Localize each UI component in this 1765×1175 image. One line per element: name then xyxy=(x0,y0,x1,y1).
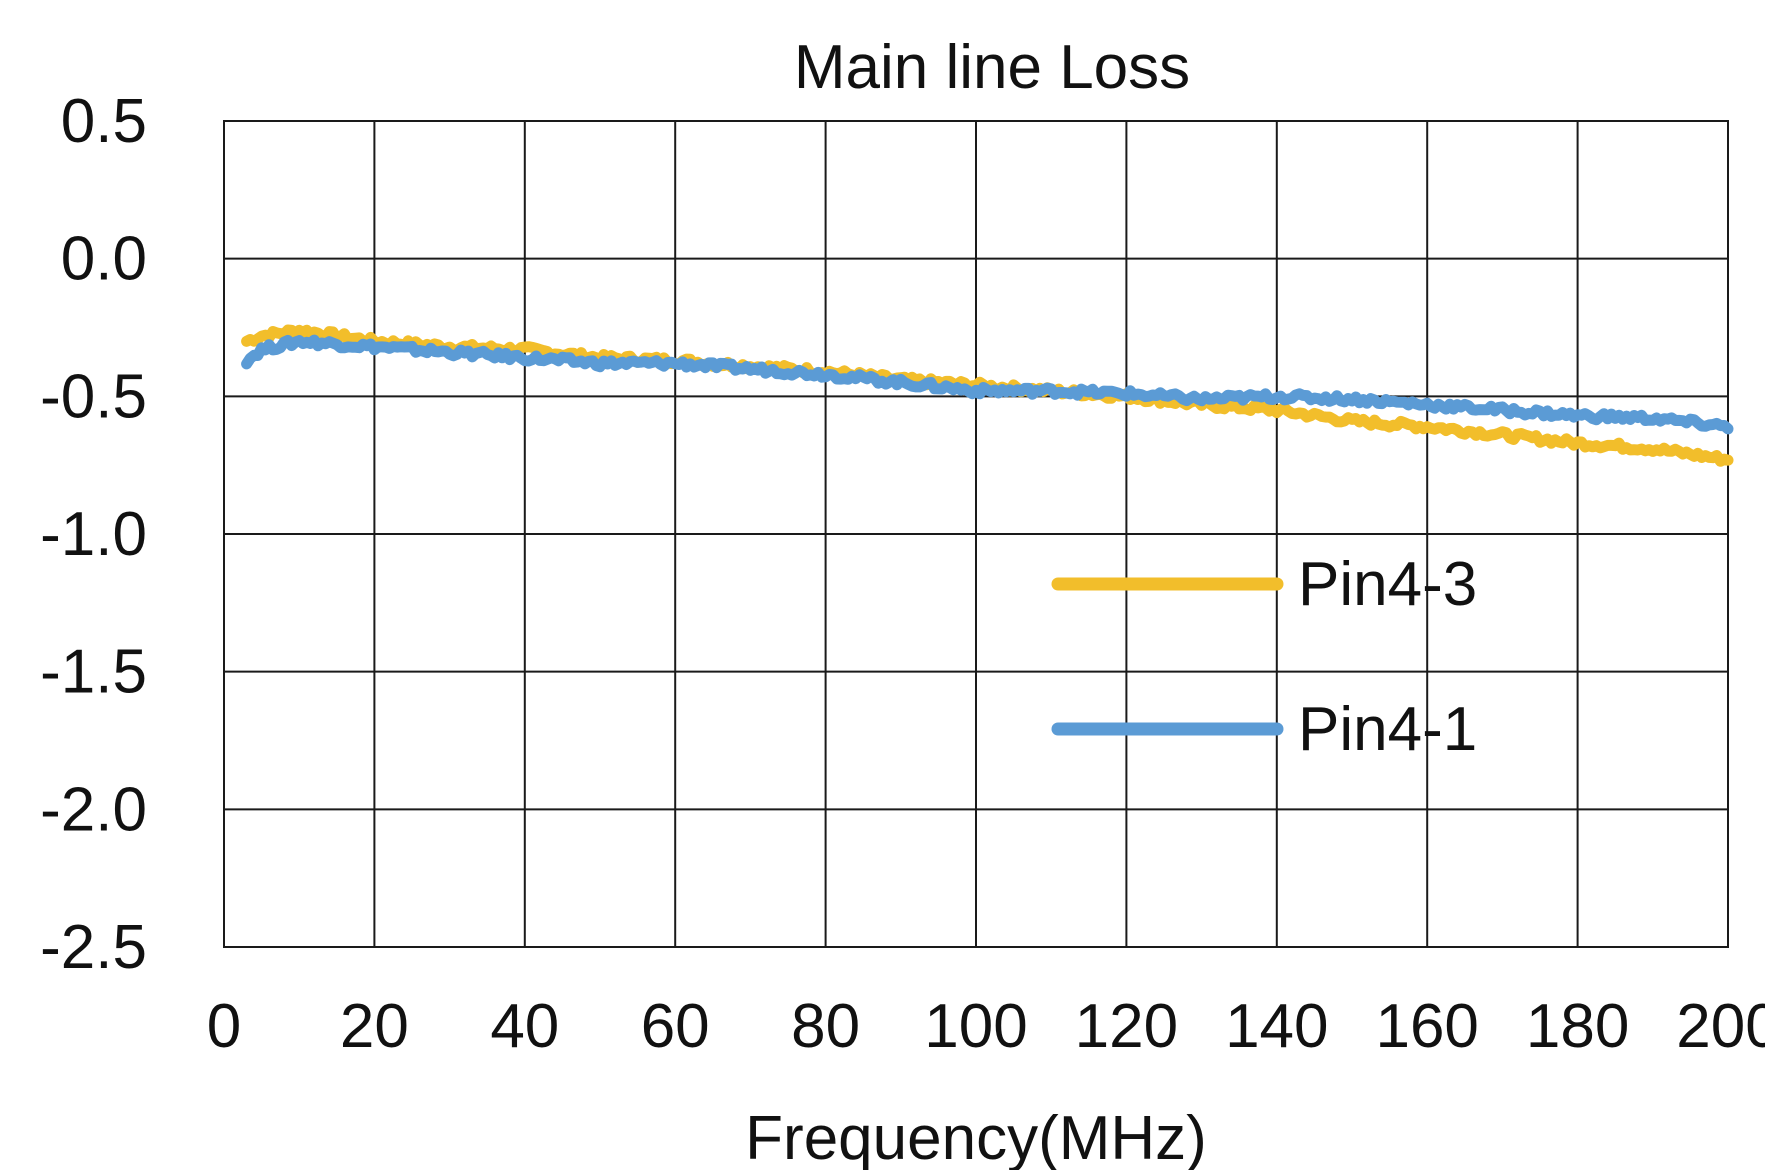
x-tick-label-2: 40 xyxy=(490,992,559,1061)
legend: Pin4-3 Pin4-1 xyxy=(1051,550,1477,764)
x-tick-label-7: 140 xyxy=(1225,992,1328,1061)
x-tick-label-5: 100 xyxy=(924,992,1027,1061)
y-tick-label-6: -2.5 xyxy=(40,913,147,982)
x-tick-label-8: 160 xyxy=(1375,992,1478,1061)
y-tick-label-4: -1.5 xyxy=(40,638,147,707)
y-tick-label-0: 0.5 xyxy=(61,87,147,156)
chart-title: Main line Loss xyxy=(794,33,1190,102)
x-tick-label-0: 0 xyxy=(207,992,241,1061)
x-axis-label: Frequency(MHz) xyxy=(745,1104,1207,1170)
y-tick-label-5: -2.0 xyxy=(40,775,147,844)
y-tick-label-3: -1.0 xyxy=(40,500,147,569)
plot-area-border xyxy=(223,120,1729,948)
x-axis-ticks: 0 20 40 60 80 100 120 140 160 180 200 xyxy=(207,992,1765,1061)
series-line-pin4-1 xyxy=(241,334,1734,435)
x-tick-label-4: 80 xyxy=(791,992,860,1061)
legend-label-0: Pin4-3 xyxy=(1298,550,1477,619)
x-tick-label-6: 120 xyxy=(1075,992,1178,1061)
y-axis-ticks: 0.5 0.0 -0.5 -1.0 -1.5 -2.0 -2.5 xyxy=(40,87,147,982)
legend-label-1: Pin4-1 xyxy=(1298,695,1477,764)
y-tick-label-1: 0.0 xyxy=(61,225,147,294)
x-tick-label-10: 200 xyxy=(1676,992,1765,1061)
x-tick-label-3: 60 xyxy=(641,992,710,1061)
x-tick-label-9: 180 xyxy=(1526,992,1629,1061)
x-tick-label-1: 20 xyxy=(340,992,409,1061)
series-lines xyxy=(241,324,1734,467)
y-tick-label-2: -0.5 xyxy=(40,362,147,431)
grid xyxy=(223,120,1729,948)
